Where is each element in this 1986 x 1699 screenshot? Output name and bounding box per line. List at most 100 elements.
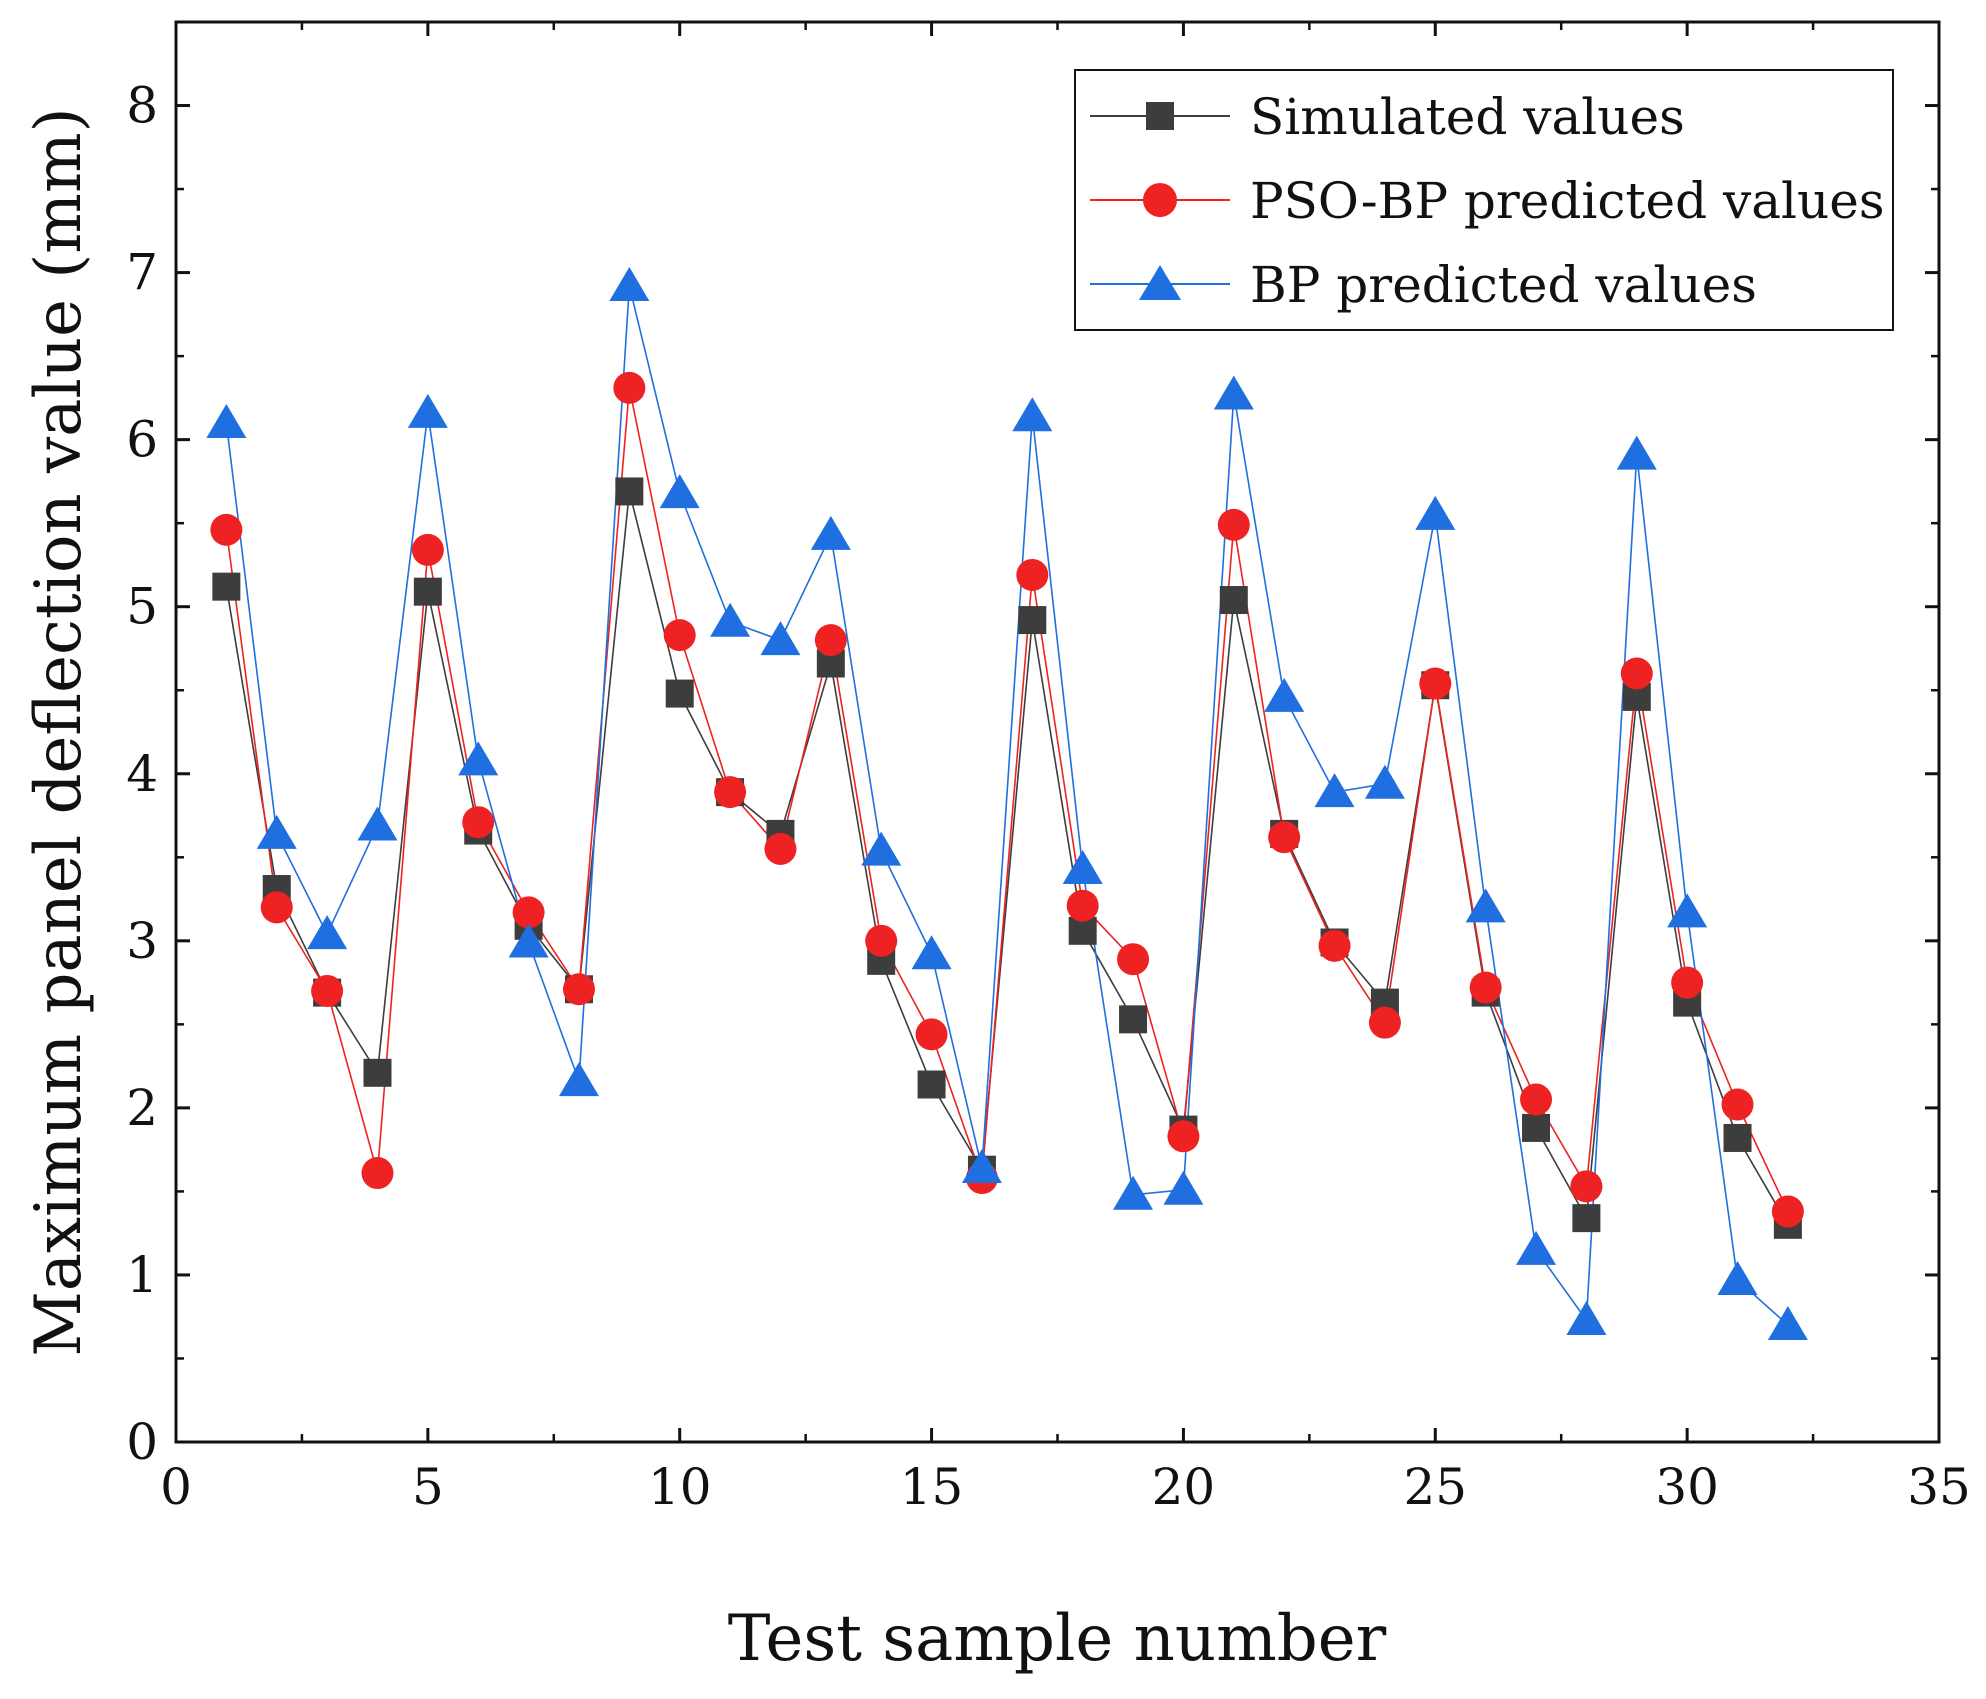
y-tick-label-4: 4 [126,745,158,803]
legend-marker-bp [1139,265,1181,300]
series-line-bp [225,285,1789,1326]
x-tick-label-25: 25 [1403,1458,1467,1516]
point-bp-18 [1062,849,1103,884]
y-tick-label-2: 2 [126,1079,158,1137]
point-pso-bp-12 [764,832,797,865]
series-lines [225,285,1789,1326]
legend: Simulated values PSO-BP predicted values… [1074,69,1894,331]
point-pso-bp-19 [1117,943,1150,976]
y-tick-label-5: 5 [126,578,158,636]
point-pso-bp-2 [260,891,293,924]
point-pso-bp-14 [865,924,898,957]
point-simulated-17 [1018,606,1047,635]
point-bp-8 [558,1062,599,1097]
point-simulated-27 [1522,1113,1551,1142]
point-pso-bp-27 [1520,1083,1553,1116]
point-bp-17 [1012,397,1053,432]
point-pso-bp-10 [663,619,696,652]
legend-label-simulated: Simulated values [1250,88,1685,146]
y-tick-label-1: 1 [126,1246,158,1304]
point-simulated-5 [413,577,442,606]
y-tick-label-0: 0 [126,1413,158,1471]
point-simulated-31 [1723,1123,1752,1152]
point-simulated-1 [212,572,241,601]
y-tick-label-7: 7 [126,244,158,302]
point-bp-3 [307,915,348,950]
legend-item-simulated: Simulated values [1090,88,1685,146]
point-bp-28 [1566,1301,1607,1336]
point-simulated-4 [363,1058,392,1087]
x-tick-label-15: 15 [900,1458,964,1516]
point-pso-bp-7 [512,896,545,929]
x-tick-label-30: 30 [1655,1458,1719,1516]
point-simulated-9 [615,477,644,506]
point-pso-bp-26 [1469,971,1502,1004]
point-pso-bp-23 [1318,929,1351,962]
point-bp-1 [206,403,247,438]
point-simulated-21 [1219,586,1248,615]
point-bp-13 [810,515,851,550]
point-pso-bp-11 [714,776,747,809]
point-bp-9 [609,266,650,301]
series-line-simulated [225,491,1789,1226]
x-tick-label-20: 20 [1152,1458,1216,1516]
point-bp-14 [861,831,902,866]
point-bp-16 [961,1149,1002,1184]
x-tick-label-5: 5 [412,1458,444,1516]
point-pso-bp-32 [1771,1195,1804,1228]
point-bp-29 [1616,435,1657,470]
point-pso-bp-29 [1620,657,1653,690]
point-pso-bp-25 [1419,667,1452,700]
point-pso-bp-31 [1721,1088,1754,1121]
y-tick-label-8: 8 [126,77,158,135]
point-pso-bp-13 [814,624,847,657]
point-bp-12 [760,621,801,656]
point-bp-15 [911,935,952,970]
point-bp-19 [1113,1175,1154,1210]
point-bp-27 [1516,1230,1557,1265]
point-pso-bp-28 [1570,1170,1603,1203]
point-pso-bp-20 [1167,1120,1200,1153]
point-bp-21 [1213,375,1254,410]
point-bp-2 [256,814,297,849]
legend-marker-simulated [1146,102,1174,130]
point-bp-23 [1314,773,1355,808]
point-pso-bp-8 [562,973,595,1006]
legend-marker-pso-bp [1143,183,1177,217]
y-axis-title: Maximum panel deflection value (mm) [22,107,96,1356]
series-markers [206,266,1808,1341]
point-bp-10 [659,474,700,509]
y-tick-label-6: 6 [126,411,158,469]
legend-label-bp: BP predicted values [1250,256,1757,314]
point-pso-bp-17 [1016,558,1049,591]
point-pso-bp-30 [1671,966,1704,999]
point-simulated-10 [665,679,694,708]
legend-item-bp: BP predicted values [1090,256,1757,314]
point-pso-bp-18 [1066,889,1099,922]
point-bp-11 [710,602,751,637]
y-tick-label-3: 3 [126,912,158,970]
point-bp-5 [407,393,448,428]
point-pso-bp-24 [1368,1006,1401,1039]
point-pso-bp-22 [1268,821,1301,854]
point-pso-bp-6 [462,806,495,839]
point-simulated-19 [1119,1005,1148,1034]
point-bp-31 [1717,1260,1758,1295]
point-bp-4 [357,806,398,841]
point-pso-bp-1 [210,513,243,546]
point-bp-30 [1667,893,1708,928]
point-bp-32 [1767,1306,1808,1341]
legend-item-pso-bp: PSO-BP predicted values [1090,172,1884,230]
point-pso-bp-3 [311,974,344,1007]
legend-label-pso-bp: PSO-BP predicted values [1250,172,1884,230]
point-simulated-15 [917,1070,946,1099]
axis-ticks: 0 5 10 15 20 25 30 35 0 1 2 3 4 5 6 7 8 [126,22,1971,1516]
point-bp-22 [1264,677,1305,712]
point-pso-bp-21 [1217,508,1250,541]
point-bp-7 [508,923,549,958]
point-bp-26 [1465,888,1506,923]
x-tick-label-10: 10 [648,1458,712,1516]
x-axis-title: Test sample number [728,1602,1387,1676]
point-pso-bp-15 [915,1018,948,1051]
